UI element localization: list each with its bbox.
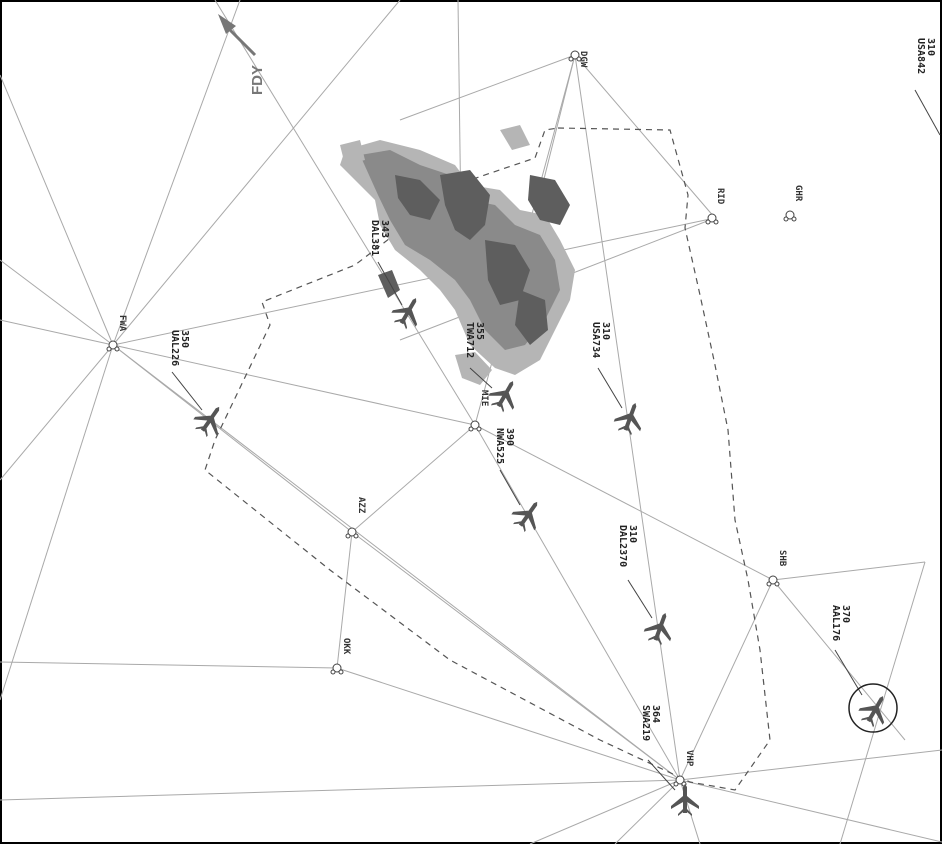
aircraft-callsign: SWA219 <box>640 705 651 741</box>
aircraft-TWA712[interactable]: TWA712 355 <box>464 322 525 416</box>
fix-label: FWA <box>117 315 127 332</box>
fix-label: AZZ <box>356 497 366 514</box>
aircraft-SWA219[interactable]: SWA219 364 <box>640 705 699 816</box>
fix-label: SHB <box>777 550 787 567</box>
aircraft-altitude: 370 <box>840 605 851 623</box>
aircraft-symbol-icon <box>671 784 699 816</box>
aircraft-altitude: 310 <box>627 525 638 543</box>
fix-mie[interactable]: MIE <box>468 390 489 432</box>
aircraft-altitude: 390 <box>504 428 515 446</box>
aircraft-symbol-icon <box>613 402 642 436</box>
fix-dgw[interactable]: DGW <box>568 50 588 68</box>
fix-fwa[interactable]: FWA <box>106 315 127 352</box>
fix-label: DGW <box>578 51 588 68</box>
aircraft-callsign: TWA712 <box>464 322 475 358</box>
fix-label: OKK <box>341 638 351 655</box>
fix-label: GHR <box>793 185 803 202</box>
aircraft-symbol-icon <box>193 406 220 438</box>
fix-rid[interactable]: RID <box>705 188 725 225</box>
aircraft-altitude: 310 <box>600 322 611 340</box>
fix-shb[interactable]: SHB <box>766 550 787 587</box>
fix-label: RID <box>715 188 725 205</box>
aircraft-symbol-icon <box>511 501 538 533</box>
aircraft-altitude: 364 <box>650 705 661 723</box>
aircraft-symbol-icon <box>391 298 418 330</box>
aircraft-callsign: USA842 <box>915 38 926 74</box>
fix-azz[interactable]: AZZ <box>345 497 366 539</box>
aircraft-callsign: USA734 <box>590 322 601 358</box>
weather-precipitation <box>340 125 575 385</box>
fix-vhp[interactable]: VHP <box>673 750 694 787</box>
aircraft-symbol-icon <box>488 381 515 413</box>
aircraft-USA734[interactable]: USA734 310 <box>590 322 649 438</box>
fix-label: MIE <box>479 390 489 406</box>
fix-ghr[interactable]: GHR <box>783 185 803 222</box>
aircraft-DAL2370[interactable]: DAL2370 310 <box>617 525 679 648</box>
aircraft-altitude: 343 <box>379 220 390 238</box>
fdy-direction-arrow <box>218 14 257 57</box>
selection-ring <box>848 683 898 733</box>
aircraft-USA842[interactable]: USA842 310 <box>914 38 941 136</box>
fix-label: VHP <box>684 750 694 767</box>
aircraft-altitude: 350 <box>179 330 190 348</box>
aircraft-symbol-icon <box>858 696 885 728</box>
aircraft-altitude: 355 <box>474 322 485 340</box>
aircraft-DAL381[interactable]: DAL381 343 <box>369 220 428 333</box>
aircraft-callsign: DAL2370 <box>617 525 628 567</box>
aircraft-AAL176[interactable]: AAL176 370 <box>830 605 898 733</box>
aircraft-symbol-icon <box>643 612 672 646</box>
aircraft-callsign: UAL226 <box>169 330 180 366</box>
aircraft-altitude: 310 <box>925 38 936 56</box>
fdy-label: FDY <box>249 65 266 95</box>
aircraft-NWA525[interactable]: NWA525 390 <box>494 428 549 536</box>
aircraft-callsign: AAL176 <box>830 605 841 641</box>
aircraft-callsign: NWA525 <box>494 428 505 464</box>
aircraft-UAL226[interactable]: UAL226 350 <box>169 330 231 441</box>
aircraft-callsign: DAL381 <box>369 220 380 256</box>
fix-okk[interactable]: OKK <box>330 638 351 675</box>
